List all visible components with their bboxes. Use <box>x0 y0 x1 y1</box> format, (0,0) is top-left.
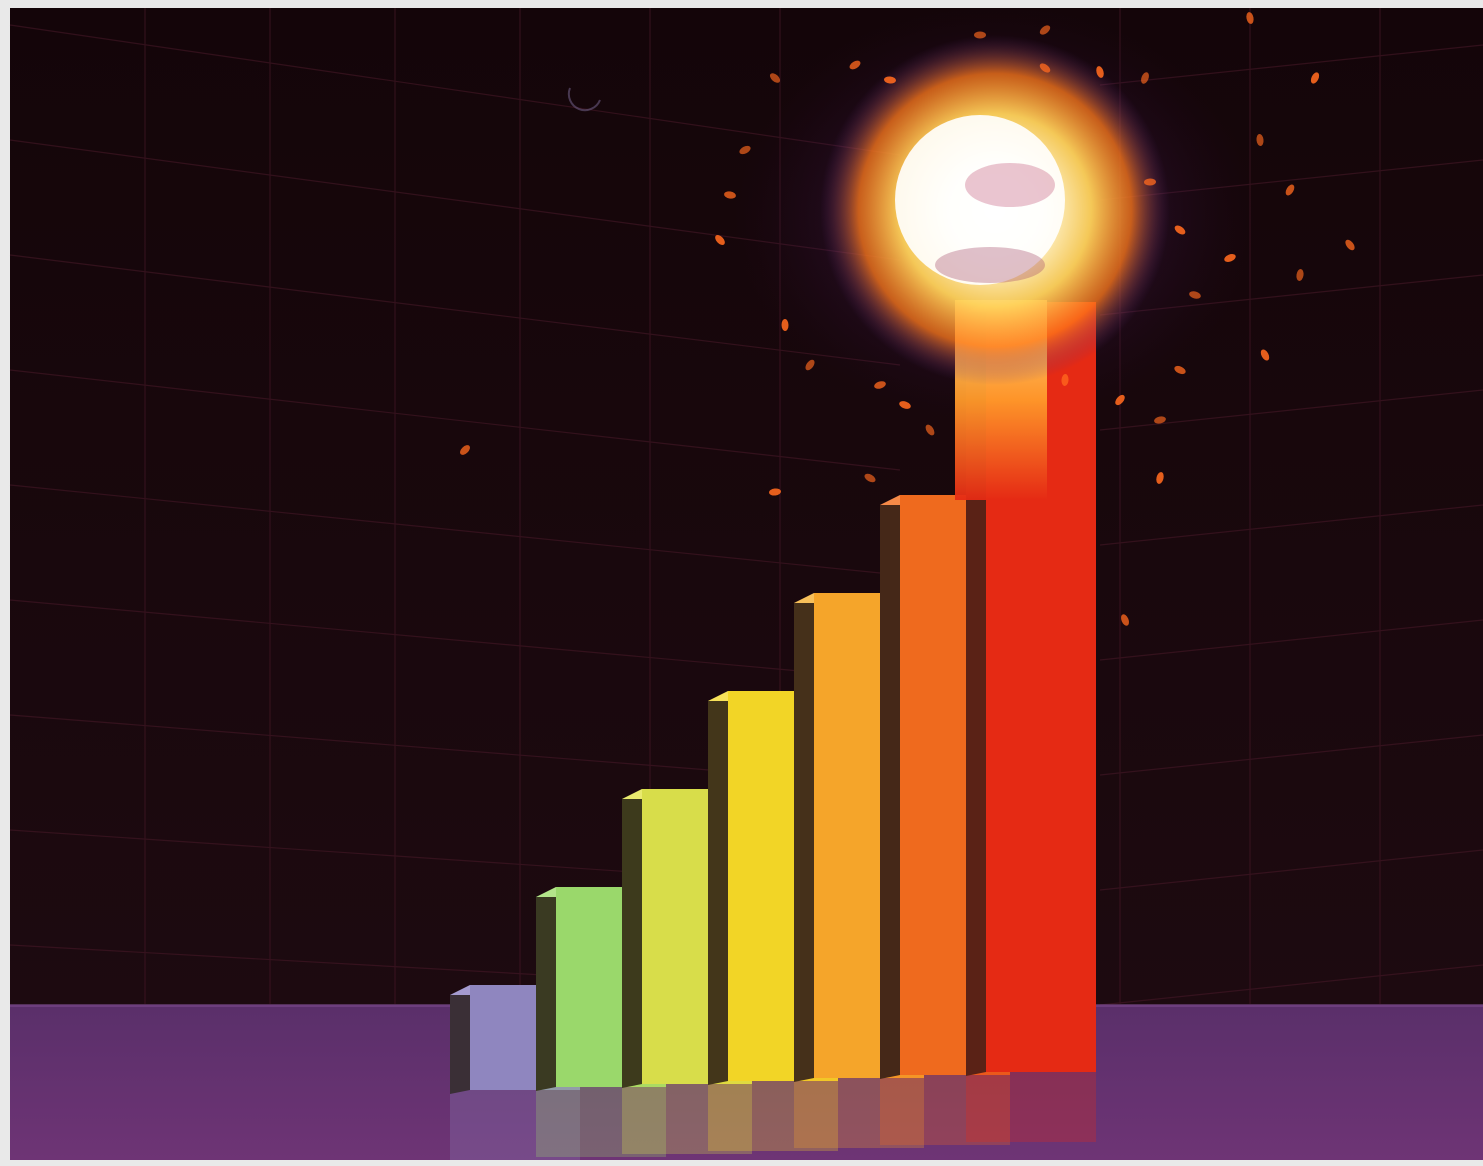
spark <box>864 473 876 483</box>
bar-6-reflection <box>880 1075 1010 1145</box>
spark <box>974 31 986 39</box>
spark <box>715 235 725 245</box>
spark <box>769 73 781 83</box>
bar-1-side-face <box>450 985 470 1094</box>
spark <box>884 76 896 84</box>
spark <box>849 60 861 70</box>
bar-4-reflection <box>708 1081 838 1151</box>
spark <box>1156 472 1164 484</box>
grid-line-horizontal <box>1099 849 1483 891</box>
bar-1-reflection <box>450 1090 580 1160</box>
grid-line-horizontal <box>1099 734 1483 776</box>
spark <box>925 424 935 436</box>
bar-4-side-face <box>708 691 728 1085</box>
spark <box>724 191 736 199</box>
spark <box>1154 416 1166 424</box>
spark <box>769 488 781 496</box>
spark <box>1224 254 1236 262</box>
spark <box>1345 239 1355 251</box>
bar-2-reflection <box>536 1087 666 1157</box>
spark <box>1141 72 1149 84</box>
bar-5-side-face <box>794 593 814 1082</box>
bar-3-reflection <box>622 1084 752 1154</box>
spark <box>460 445 470 455</box>
spark <box>1310 72 1320 84</box>
grid-line-horizontal <box>1099 964 1483 1006</box>
grid-line-horizontal <box>1099 389 1483 431</box>
bar-7-reflection <box>966 1072 1096 1142</box>
spark <box>1256 134 1264 146</box>
grid-line-horizontal <box>9 484 901 576</box>
spark <box>1121 614 1129 626</box>
spark <box>739 145 751 155</box>
spark <box>1174 365 1186 375</box>
spark-particles <box>460 12 1355 626</box>
spark <box>1144 178 1156 186</box>
grid-line-horizontal <box>9 254 901 366</box>
grid-line-horizontal <box>1099 619 1483 661</box>
spark <box>781 319 789 331</box>
spark <box>1115 394 1125 406</box>
spark <box>1039 25 1051 35</box>
spark <box>805 359 815 371</box>
bar-2-side-face <box>536 887 556 1091</box>
bar-5-reflection <box>794 1078 924 1148</box>
spark <box>1260 349 1270 361</box>
grid-line-horizontal <box>9 599 901 681</box>
spark <box>1285 184 1295 196</box>
spark <box>1096 66 1104 78</box>
crescent-moon-icon <box>567 87 601 112</box>
bar-6-side-face <box>880 495 900 1079</box>
spark <box>1296 269 1304 281</box>
grid-line-horizontal <box>1099 504 1483 546</box>
spark <box>899 401 911 409</box>
grid-line-horizontal <box>9 369 901 471</box>
bar-3-side-face <box>622 789 642 1088</box>
spark <box>1189 291 1201 299</box>
spark <box>1174 225 1186 235</box>
grid-line-horizontal <box>9 24 901 156</box>
spark <box>1061 374 1069 386</box>
spark <box>1246 12 1254 24</box>
spark <box>874 381 886 389</box>
spark <box>1039 63 1051 73</box>
explosion-burst-icon <box>820 35 1170 385</box>
